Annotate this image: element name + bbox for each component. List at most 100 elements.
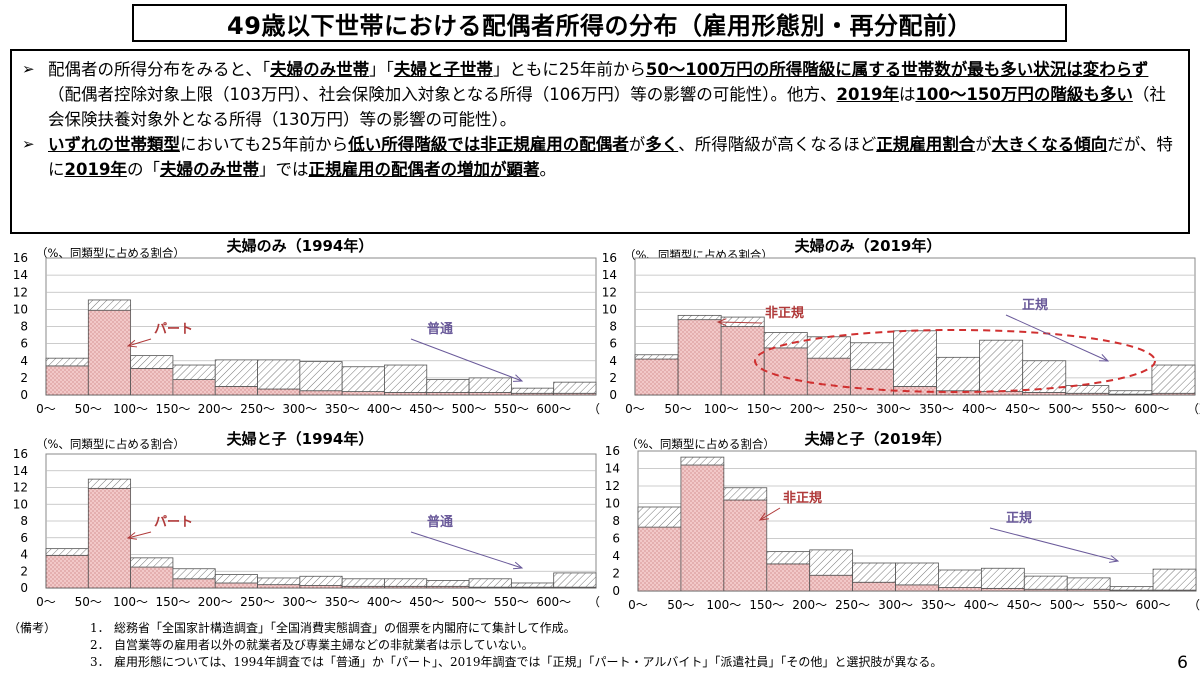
x-tick-label: 150～	[155, 402, 190, 416]
bar-nonregular	[130, 566, 174, 589]
x-tick-label: 0～	[36, 595, 56, 609]
x-tick-label: 550～	[494, 595, 529, 609]
y-tick-label: 14	[605, 462, 620, 476]
x-tick-label: 550～	[1091, 402, 1126, 416]
summary-text-segment: （社会保険扶養対象外となる所得（130万円）等の影響の可能性）。	[48, 85, 1166, 129]
bar-regular	[1065, 385, 1110, 394]
bar-regular	[130, 355, 174, 369]
note-text: 総務省「全国家計構造調査」「全国消費実態調査」の個票を内閣府にて集計して作成。	[114, 621, 576, 635]
x-tick-label: 500～	[452, 402, 487, 416]
annotation-arrow	[717, 321, 763, 324]
annotation-arrowhead	[758, 512, 769, 521]
y-axis-label: （%、同類型に占める割合）	[626, 437, 775, 451]
summary-text-segment: は	[898, 85, 916, 104]
annotation-arrow	[127, 531, 152, 539]
x-tick-label: 500～	[452, 595, 487, 609]
note-number: 1．	[90, 621, 110, 635]
chart-title: 夫婦のみ（2019年）	[795, 237, 942, 255]
x-tick-label: 550～	[494, 402, 529, 416]
series-label-nonregular: パート	[154, 322, 193, 337]
x-tick-label: 50～	[664, 402, 691, 416]
bar-regular	[468, 578, 512, 588]
y-tick-label: 0	[20, 581, 28, 595]
y-tick-label: 8	[609, 320, 617, 334]
summary-text-segment: 」ともに25年前から	[492, 60, 646, 79]
summary-text-segment: 」「	[369, 60, 394, 79]
bar-regular	[849, 342, 894, 370]
bar-nonregular	[723, 499, 768, 592]
bar-regular	[214, 574, 258, 584]
bar-regular	[384, 578, 428, 587]
bar-nonregular	[763, 347, 808, 396]
summary-text-segment: が	[628, 135, 646, 154]
note-1: （備考） 1． 総務省「全国家計構造調査」「全国消費実態調査」の個票を内閣府にて…	[8, 620, 1178, 637]
bar-nonregular	[895, 584, 939, 592]
y-tick-label: 0	[20, 388, 28, 402]
bar-regular	[980, 567, 1025, 589]
x-tick-label: 450～	[1005, 402, 1040, 416]
bar-regular	[852, 562, 896, 583]
y-axis-label: （%、同類型に占める割合）	[36, 246, 185, 260]
series-label-regular: 正規	[1022, 298, 1048, 313]
series-label-nonregular: 非正規	[765, 305, 804, 321]
bar-regular	[1022, 360, 1067, 393]
y-tick-label: 6	[20, 337, 28, 351]
x-tick-label: 100～	[704, 402, 739, 416]
x-tick-label: 350～	[919, 402, 954, 416]
bar-regular	[763, 332, 808, 349]
bar-regular	[130, 557, 174, 568]
x-tick-label: 350～	[921, 598, 956, 612]
bar-regular	[680, 456, 725, 466]
bar-nonregular	[720, 326, 765, 396]
bar-nonregular	[87, 487, 132, 589]
y-tick-label: 2	[612, 567, 620, 581]
y-tick-label: 14	[13, 268, 28, 282]
emphasis-text: 正規雇用の配偶者の増加が顕著	[308, 160, 540, 179]
x-tick-label: 100～	[706, 598, 741, 612]
series-label-regular: 普通	[427, 321, 453, 337]
emphasis-text: 夫婦と子世帯	[393, 60, 493, 79]
x-tick-label: 50～	[75, 402, 102, 416]
bullet-arrow-icon: ➢	[22, 60, 35, 78]
bar-nonregular	[130, 368, 174, 396]
bar-nonregular	[172, 379, 216, 396]
bar-nonregular	[809, 574, 854, 592]
y-tick-label: 10	[13, 497, 28, 511]
annotation-arrowhead	[512, 374, 524, 382]
y-tick-label: 6	[609, 337, 617, 351]
bar-regular	[299, 575, 343, 586]
chart-title: 夫婦と子（1994年）	[227, 430, 374, 448]
annotation-arrowhead	[126, 532, 137, 540]
bar-regular	[257, 359, 301, 390]
summary-box: ➢ 配偶者の所得分布をみると、「夫婦のみ世帯」「夫婦と子世帯」ともに25年前から…	[10, 49, 1190, 234]
x-tick-label: 450～	[409, 402, 444, 416]
bar-regular	[214, 359, 258, 387]
y-axis-label: （%、同類型に占める割合）	[36, 437, 185, 451]
bar-nonregular	[45, 554, 89, 589]
chart-title: 夫婦と子（2019年）	[805, 430, 952, 448]
x-tick-label: 350～	[325, 402, 360, 416]
bar-regular	[553, 381, 597, 394]
x-tick-label: 400～	[367, 595, 402, 609]
bar-nonregular	[677, 319, 722, 396]
x-tick-label: 600～	[1134, 402, 1169, 416]
bar-regular	[1023, 575, 1068, 590]
x-tick-label: 50～	[75, 595, 102, 609]
bar-nonregular	[806, 357, 851, 396]
bar-regular	[893, 330, 937, 387]
x-tick-label: 600～	[1136, 598, 1171, 612]
note-2: 2． 自営業等の雇用者以外の就業者及び専業主婦などの非就業者は示していない。	[8, 637, 1178, 654]
bar-nonregular	[637, 526, 682, 592]
y-tick-label: 4	[612, 549, 620, 563]
series-label-nonregular: 非正規	[783, 490, 822, 506]
x-tick-label: 400～	[964, 598, 999, 612]
bar-regular	[1151, 364, 1196, 394]
bar-regular	[45, 357, 89, 367]
bar-regular	[341, 366, 385, 392]
annotation-arrow	[989, 527, 1119, 562]
emphasis-text: 多く	[645, 135, 679, 154]
bar-regular	[806, 336, 851, 359]
x-axis-unit: （万円）	[588, 402, 600, 416]
summary-text-segment: の「	[126, 160, 160, 179]
